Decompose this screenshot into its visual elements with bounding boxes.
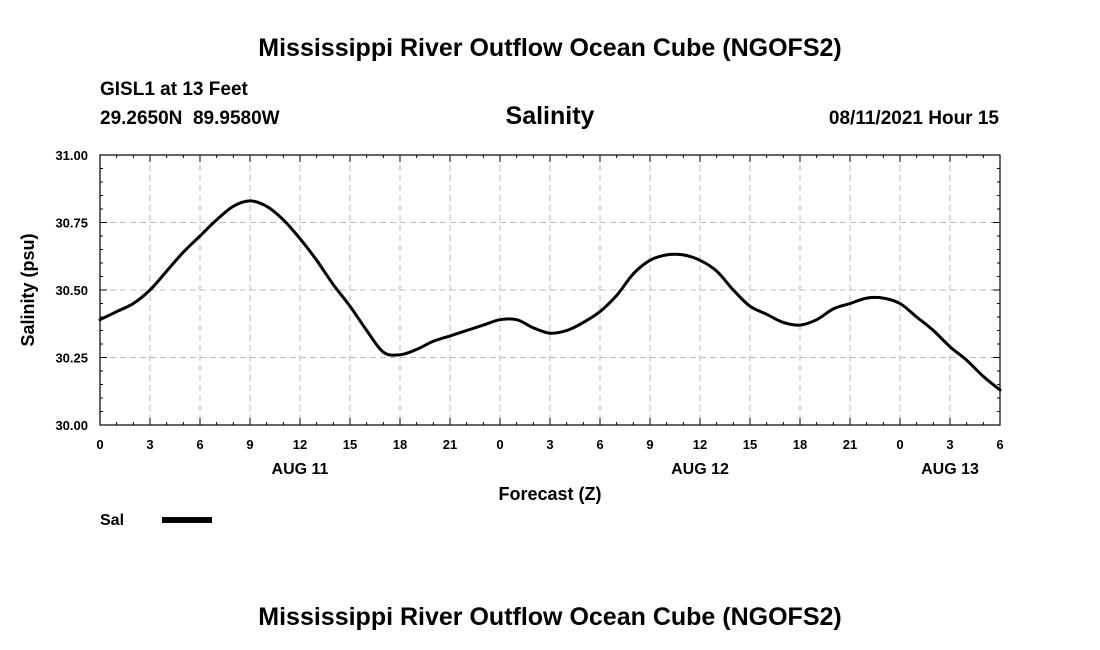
y-axis-label: Salinity (psu) (18, 233, 38, 346)
salinity-series-line (98, 199, 1002, 392)
forecast-datetime: 08/11/2021 Hour 15 (829, 108, 999, 129)
y-tick-label: 30.75 (55, 216, 88, 231)
x-axis-label: Forecast (Z) (498, 484, 601, 504)
date-label: AUG 11 (272, 461, 329, 478)
date-label: AUG 12 (671, 461, 729, 478)
x-tick-label: 3 (146, 437, 153, 452)
x-tick-label: 15 (343, 437, 357, 452)
x-tick-label: 12 (693, 437, 707, 452)
x-axis-tick-labels: 0 3 6 9 12 15 18 21 0 3 6 9 12 15 18 21 0 3 6 (96, 437, 1003, 452)
x-tick-label: 18 (793, 437, 807, 452)
x-tick-label: 9 (646, 437, 653, 452)
x-tick-label: 21 (443, 437, 457, 452)
x-tick-label: 0 (896, 437, 903, 452)
legend-label: Sal (100, 512, 124, 529)
x-tick-label: 21 (843, 437, 857, 452)
y-tick-label: 30.50 (55, 283, 88, 298)
y-tick-label: 30.25 (55, 351, 88, 366)
x-tick-label: 3 (546, 437, 553, 452)
x-axis-date-labels: AUG 11 AUG 12 AUG 13 (272, 461, 979, 478)
x-tick-label: 3 (946, 437, 953, 452)
x-tick-label: 0 (496, 437, 503, 452)
x-tick-label: 12 (293, 437, 307, 452)
x-tick-label: 6 (996, 437, 1003, 452)
footer-title: Mississippi River Outflow Ocean Cube (NG… (258, 603, 841, 631)
x-tick-label: 15 (743, 437, 757, 452)
station-label: GISL1 at 13 Feet (100, 79, 249, 100)
plot-frame (99, 154, 1001, 426)
x-tick-label: 6 (196, 437, 203, 452)
x-tick-label: 9 (246, 437, 253, 452)
station-coordinates: 29.2650N 89.9580W (100, 108, 280, 129)
x-tick-label: 18 (393, 437, 407, 452)
variable-title: Salinity (506, 102, 595, 130)
x-tick-label: 0 (96, 437, 103, 452)
x-tick-label: 6 (596, 437, 603, 452)
date-label: AUG 13 (921, 461, 979, 478)
y-tick-label: 30.00 (55, 418, 88, 433)
chart-title: Mississippi River Outflow Ocean Cube (NG… (258, 34, 841, 62)
y-tick-label: 31.00 (55, 148, 88, 163)
y-axis-tick-labels: 30.00 30.25 30.50 30.75 31.00 (55, 148, 88, 433)
